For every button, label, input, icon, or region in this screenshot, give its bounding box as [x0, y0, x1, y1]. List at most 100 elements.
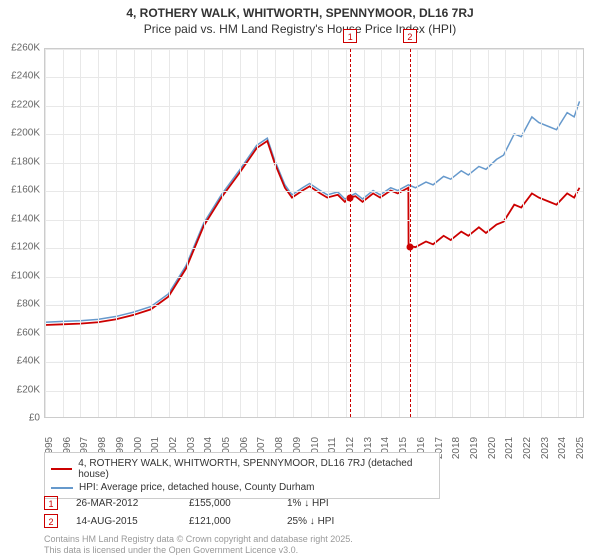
grid-line	[45, 134, 583, 135]
grid-line	[293, 49, 294, 417]
sales-marker-icon: 2	[44, 514, 58, 528]
grid-line	[204, 49, 205, 417]
plot-area: 12	[44, 48, 584, 418]
grid-line	[488, 49, 489, 417]
grid-line	[63, 49, 64, 417]
y-tick-label: £240K	[11, 71, 40, 82]
grid-line	[576, 49, 577, 417]
grid-line	[45, 248, 583, 249]
x-tick-label: 2022	[522, 437, 533, 459]
legend-swatch	[51, 487, 73, 489]
x-tick-label: 2025	[575, 437, 586, 459]
y-tick-label: £80K	[17, 299, 40, 310]
legend-label: 4, ROTHERY WALK, WHITWORTH, SPENNYMOOR, …	[78, 458, 433, 480]
sales-marker-icon: 1	[44, 496, 58, 510]
grid-line	[541, 49, 542, 417]
grid-line	[45, 220, 583, 221]
sale-point	[347, 195, 354, 202]
grid-line	[45, 391, 583, 392]
sales-price: £155,000	[189, 498, 269, 509]
grid-line	[275, 49, 276, 417]
y-tick-label: £100K	[11, 270, 40, 281]
x-axis: 1995199619971998199920002001200220032004…	[44, 420, 584, 450]
grid-line	[381, 49, 382, 417]
title-subtitle: Price paid vs. HM Land Registry's House …	[0, 22, 600, 36]
grid-line	[435, 49, 436, 417]
grid-line	[240, 49, 241, 417]
grid-line	[45, 49, 46, 417]
chart-title: 4, ROTHERY WALK, WHITWORTH, SPENNYMOOR, …	[0, 0, 600, 36]
sale-point	[406, 243, 413, 250]
legend-row: HPI: Average price, detached house, Coun…	[51, 481, 433, 494]
sales-date: 14-AUG-2015	[76, 516, 171, 527]
y-tick-label: £120K	[11, 242, 40, 253]
credit-text: Contains HM Land Registry data © Crown c…	[44, 534, 353, 556]
title-address: 4, ROTHERY WALK, WHITWORTH, SPENNYMOOR, …	[0, 6, 600, 20]
grid-line	[399, 49, 400, 417]
chart-container: 4, ROTHERY WALK, WHITWORTH, SPENNYMOOR, …	[0, 0, 600, 560]
grid-line	[45, 334, 583, 335]
y-tick-label: £20K	[17, 384, 40, 395]
y-tick-label: £180K	[11, 156, 40, 167]
series-property	[45, 141, 580, 325]
sales-row: 2 14-AUG-2015 £121,000 25% ↓ HPI	[44, 512, 584, 530]
grid-line	[45, 191, 583, 192]
grid-line	[222, 49, 223, 417]
legend-swatch	[51, 468, 72, 470]
x-tick-label: 2024	[557, 437, 568, 459]
sales-date: 26-MAR-2012	[76, 498, 171, 509]
sale-marker-box: 2	[403, 29, 417, 43]
grid-line	[311, 49, 312, 417]
credit-line2: This data is licensed under the Open Gov…	[44, 545, 353, 556]
sales-row: 1 26-MAR-2012 £155,000 1% ↓ HPI	[44, 494, 584, 512]
grid-line	[45, 77, 583, 78]
sales-price: £121,000	[189, 516, 269, 527]
y-tick-label: £60K	[17, 327, 40, 338]
x-tick-label: 2018	[451, 437, 462, 459]
x-tick-label: 2020	[487, 437, 498, 459]
grid-line	[328, 49, 329, 417]
y-tick-label: £220K	[11, 99, 40, 110]
grid-line	[346, 49, 347, 417]
grid-line	[45, 362, 583, 363]
y-tick-label: £260K	[11, 43, 40, 54]
grid-line	[134, 49, 135, 417]
grid-line	[505, 49, 506, 417]
grid-line	[45, 106, 583, 107]
grid-line	[187, 49, 188, 417]
sales-table: 1 26-MAR-2012 £155,000 1% ↓ HPI 2 14-AUG-2015…	[44, 494, 584, 530]
grid-line	[45, 305, 583, 306]
y-axis: £0£20K£40K£60K£80K£100K£120K£140K£160K£1…	[0, 48, 42, 418]
y-tick-label: £0	[29, 413, 40, 424]
legend-label: HPI: Average price, detached house, Coun…	[79, 482, 315, 493]
sales-pct: 1% ↓ HPI	[287, 498, 367, 509]
y-tick-label: £200K	[11, 128, 40, 139]
sale-marker-line	[350, 49, 351, 417]
sale-marker-line	[410, 49, 411, 417]
sales-pct: 25% ↓ HPI	[287, 516, 367, 527]
grid-line	[80, 49, 81, 417]
x-tick-label: 2019	[469, 437, 480, 459]
y-tick-label: £160K	[11, 185, 40, 196]
grid-line	[169, 49, 170, 417]
grid-line	[45, 277, 583, 278]
sale-marker-box: 1	[343, 29, 357, 43]
grid-line	[98, 49, 99, 417]
grid-line	[151, 49, 152, 417]
grid-line	[45, 163, 583, 164]
grid-line	[257, 49, 258, 417]
grid-line	[45, 49, 583, 50]
grid-line	[452, 49, 453, 417]
x-tick-label: 2021	[504, 437, 515, 459]
y-tick-label: £40K	[17, 356, 40, 367]
grid-line	[558, 49, 559, 417]
grid-line	[364, 49, 365, 417]
y-tick-label: £140K	[11, 213, 40, 224]
grid-line	[470, 49, 471, 417]
grid-line	[523, 49, 524, 417]
legend-row: 4, ROTHERY WALK, WHITWORTH, SPENNYMOOR, …	[51, 457, 433, 481]
x-tick-label: 2023	[540, 437, 551, 459]
grid-line	[116, 49, 117, 417]
legend: 4, ROTHERY WALK, WHITWORTH, SPENNYMOOR, …	[44, 452, 440, 499]
grid-line	[417, 49, 418, 417]
